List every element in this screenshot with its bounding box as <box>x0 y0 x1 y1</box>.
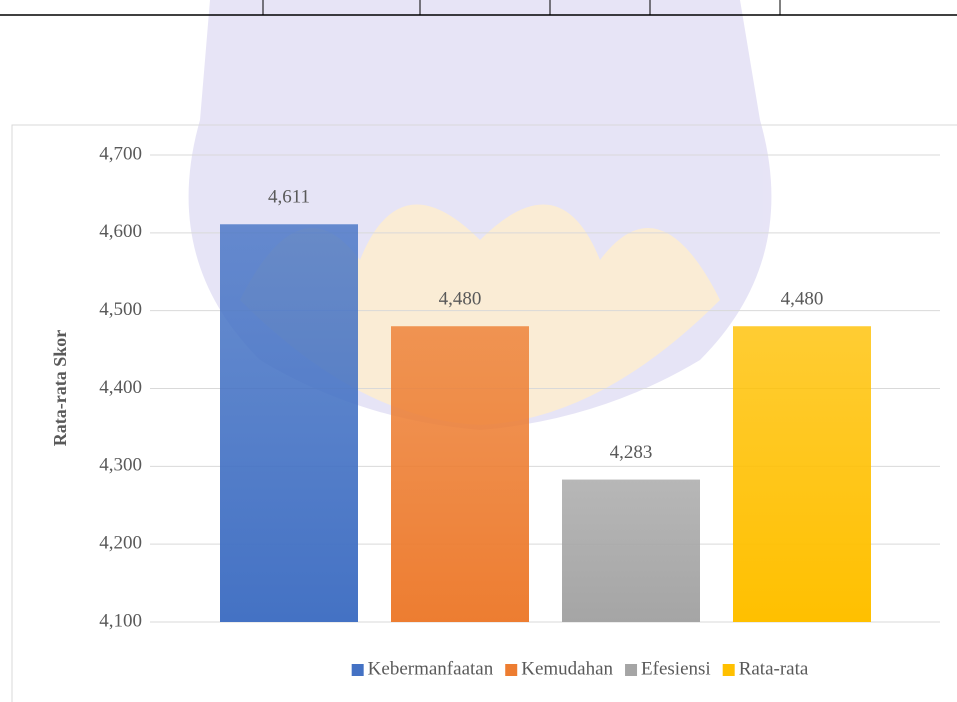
data-label: 4,611 <box>268 187 310 208</box>
chart-border <box>11 124 957 702</box>
legend-label: Kebermanfaatan <box>368 658 494 679</box>
y-tick-label: 4,400 <box>99 377 142 398</box>
legend-swatch <box>722 664 735 676</box>
legend-label: Rata-rata <box>739 658 809 679</box>
bar <box>391 326 529 622</box>
y-axis-label: Rata-rata Skor <box>50 330 70 446</box>
y-tick-label: 4,300 <box>99 455 142 476</box>
y-tick-label: 4,500 <box>99 299 142 320</box>
bar <box>220 224 358 622</box>
legend: Kebermanfaatan Kemudahan Efesiensi Rata-rat… <box>351 658 809 679</box>
legend-swatch <box>625 664 638 676</box>
y-tick-label: 4,200 <box>99 533 142 554</box>
legend-label: Efesiensi <box>641 658 711 679</box>
data-label: 4,283 <box>610 442 653 463</box>
legend-swatch <box>351 664 364 676</box>
y-tick-label: 4,100 <box>99 610 142 631</box>
bar <box>562 479 700 622</box>
legend-swatch <box>505 664 518 676</box>
data-label: 4,480 <box>781 289 824 310</box>
y-tick-label: 4,700 <box>99 143 142 164</box>
data-label: 4,480 <box>439 289 482 310</box>
bar <box>733 326 871 622</box>
y-tick-label: 4,600 <box>99 221 142 242</box>
legend-label: Kemudahan <box>521 658 613 679</box>
